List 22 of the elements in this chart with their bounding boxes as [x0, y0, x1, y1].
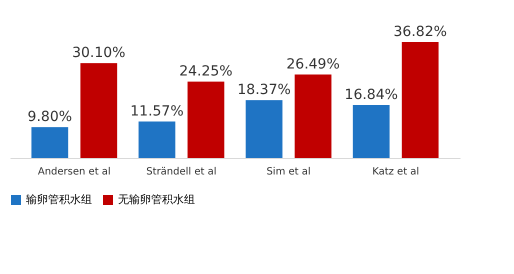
bar — [80, 63, 118, 158]
bar — [246, 100, 282, 158]
legend-label: 输卵管积水组 — [26, 193, 92, 206]
bar — [138, 122, 176, 158]
data-label: 30.10% — [72, 45, 126, 62]
x-tick-label: Katz et al — [372, 166, 420, 178]
data-label: 16.84% — [344, 86, 398, 103]
data-label: 11.57% — [130, 104, 184, 120]
data-label: 26.49% — [286, 56, 340, 73]
data-label: 36.82% — [394, 24, 447, 40]
bar — [188, 82, 224, 158]
x-tick-label: Strändell et al — [146, 166, 217, 178]
x-tick-label: Andersen et al — [38, 166, 111, 178]
legend-label: 无输卵管积水组 — [118, 193, 195, 206]
bar — [294, 74, 332, 158]
bar — [402, 42, 439, 158]
data-label: 18.37% — [237, 82, 291, 98]
data-label: 24.25% — [179, 64, 233, 80]
x-tick-label: Sim et al — [266, 166, 311, 178]
data-label: 9.80% — [28, 109, 72, 126]
bar — [352, 104, 390, 158]
bar — [31, 127, 68, 158]
